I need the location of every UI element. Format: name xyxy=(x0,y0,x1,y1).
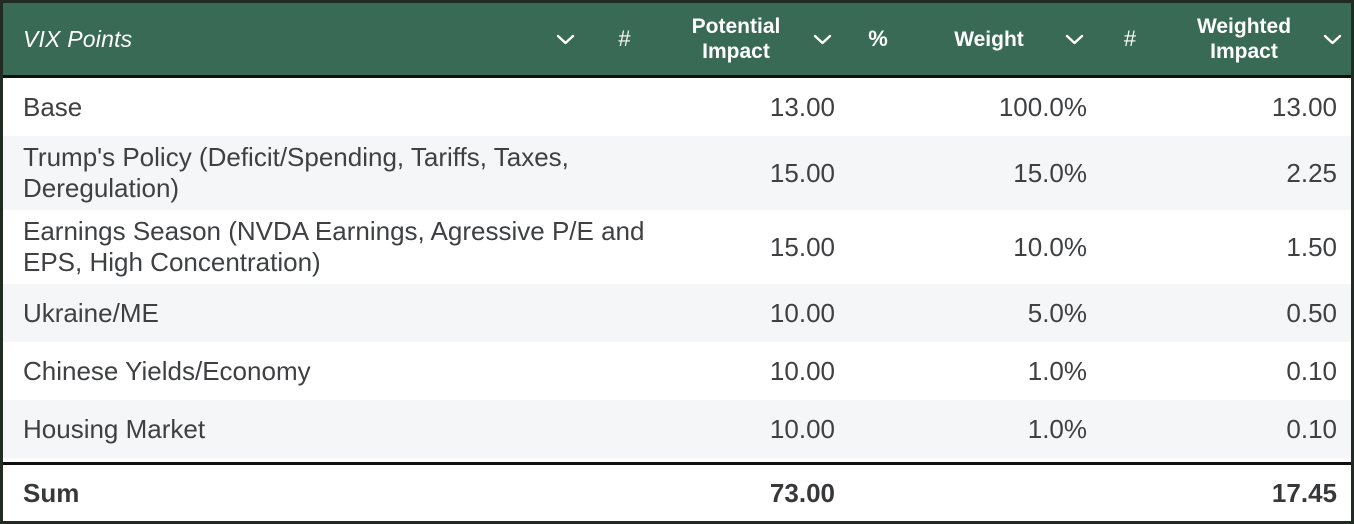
vix-points-header-label: VIX Points xyxy=(23,25,133,52)
weight-cell[interactable]: 15.0% xyxy=(1013,157,1087,188)
potential-impact-cell[interactable]: 10.00 xyxy=(769,355,835,386)
sum-weighted-impact: 17.45 xyxy=(1271,477,1337,508)
weighted-impact-cell[interactable]: 0.10 xyxy=(1286,413,1337,444)
weight-cell[interactable]: 1.0% xyxy=(1027,355,1087,386)
sum-row: Sum 73.00 17.45 xyxy=(3,462,1351,521)
chevron-down-icon[interactable] xyxy=(554,28,576,50)
potential-impact-cell[interactable]: 13.00 xyxy=(769,91,835,122)
percent-icon: % xyxy=(868,26,888,51)
potential-impact-cell[interactable]: 15.00 xyxy=(769,231,835,262)
header-cell-vix-points[interactable]: VIX Points xyxy=(3,3,588,75)
potential-impact-cell[interactable]: 15.00 xyxy=(769,157,835,188)
row-name-cell[interactable]: Ukraine/ME xyxy=(23,297,159,328)
chevron-down-icon[interactable] xyxy=(1321,28,1343,50)
header-cell-weighted-impact[interactable]: Weighted Impact xyxy=(1167,3,1351,75)
weighted-impact-cell[interactable]: 13.00 xyxy=(1271,91,1337,122)
hash-icon: # xyxy=(1123,26,1137,51)
header-cell-weight[interactable]: Weight xyxy=(915,3,1093,75)
row-name-cell[interactable]: Earnings Season (NVDA Earnings, Agressiv… xyxy=(23,216,645,277)
weighted-impact-cell[interactable]: 1.50 xyxy=(1286,231,1337,262)
row-name-cell[interactable]: Base xyxy=(23,91,83,122)
weight-cell[interactable]: 100.0% xyxy=(998,91,1087,122)
table-row: Housing Market 10.00 1.0% 0.10 xyxy=(3,400,1351,458)
weight-cell[interactable]: 1.0% xyxy=(1027,413,1087,444)
table-row: Ukraine/ME 10.00 5.0% 0.50 xyxy=(3,284,1351,342)
weighted-impact-cell[interactable]: 0.10 xyxy=(1286,355,1337,386)
table-row: Chinese Yields/Economy 10.00 1.0% 0.10 xyxy=(3,342,1351,400)
number-format-symbol: # xyxy=(588,3,661,75)
weighted-impact-cell[interactable]: 2.25 xyxy=(1286,157,1337,188)
chevron-down-icon[interactable] xyxy=(1063,28,1085,50)
percent-format-symbol: % xyxy=(841,3,915,75)
table-body: Base 13.00 100.0% 13.00 Trump's Policy (… xyxy=(3,78,1351,462)
weighted-impact-header-label: Weighted Impact xyxy=(1196,15,1292,63)
row-name-cell[interactable]: Housing Market xyxy=(23,413,206,444)
weighted-impact-cell[interactable]: 0.50 xyxy=(1286,297,1337,328)
potential-impact-cell[interactable]: 10.00 xyxy=(769,297,835,328)
sum-label: Sum xyxy=(23,477,80,508)
potential-impact-cell[interactable]: 10.00 xyxy=(769,413,835,444)
weight-cell[interactable]: 5.0% xyxy=(1027,297,1087,328)
header-cell-potential-impact[interactable]: Potential Impact xyxy=(661,3,841,75)
table-header-row: VIX Points # Potential Impact % Weight # xyxy=(3,3,1351,78)
weight-header-label: Weight xyxy=(954,27,1024,51)
table-row: Trump's Policy (Deficit/Spending, Tariff… xyxy=(3,136,1351,210)
table-row: Earnings Season (NVDA Earnings, Agressiv… xyxy=(3,210,1351,284)
weight-cell[interactable]: 10.0% xyxy=(1013,231,1087,262)
potential-impact-header-label: Potential Impact xyxy=(691,15,781,63)
hash-icon: # xyxy=(618,26,631,51)
row-name-cell[interactable]: Chinese Yields/Economy xyxy=(23,355,311,386)
table-row: Base 13.00 100.0% 13.00 xyxy=(3,78,1351,136)
sum-potential-impact: 73.00 xyxy=(769,477,835,508)
chevron-down-icon[interactable] xyxy=(811,28,833,50)
number-format-symbol: # xyxy=(1093,3,1167,75)
row-name-cell[interactable]: Trump's Policy (Deficit/Spending, Tariff… xyxy=(23,142,569,203)
